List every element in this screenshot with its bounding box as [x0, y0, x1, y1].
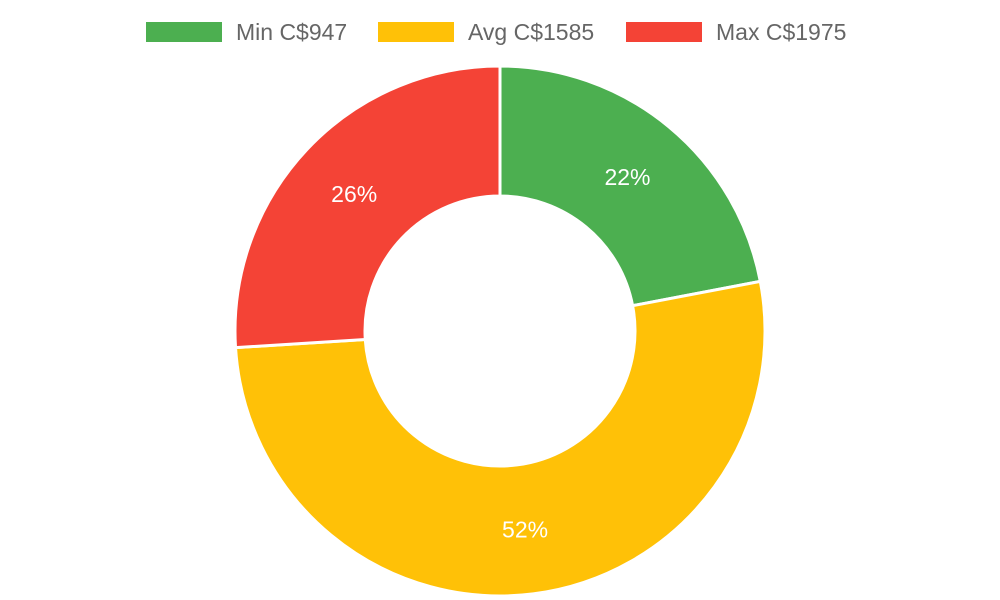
legend-item-min[interactable]: Min C$947 — [146, 19, 347, 45]
chart-legend: Min C$947 Avg C$1585 Max C$1975 — [146, 19, 846, 45]
legend-label-avg: Avg C$1585 — [468, 19, 594, 45]
donut-slice-max[interactable] — [233, 64, 502, 350]
legend-swatch-avg — [378, 22, 454, 42]
slice-label-avg: 52% — [502, 516, 548, 542]
legend-item-avg[interactable]: Avg C$1585 — [378, 19, 594, 45]
donut-slice-labels: 22% 52% 26% — [331, 164, 650, 543]
slice-label-max: 26% — [331, 181, 377, 207]
legend-label-min: Min C$947 — [236, 19, 347, 45]
donut-slice-min[interactable] — [498, 64, 763, 308]
slice-label-min: 22% — [604, 164, 650, 190]
legend-swatch-max — [626, 22, 702, 42]
donut-slice-avg[interactable] — [233, 279, 767, 598]
legend-item-max[interactable]: Max C$1975 — [626, 19, 846, 45]
legend-swatch-min — [146, 22, 222, 42]
donut-slices — [233, 64, 767, 598]
legend-label-max: Max C$1975 — [716, 19, 846, 45]
